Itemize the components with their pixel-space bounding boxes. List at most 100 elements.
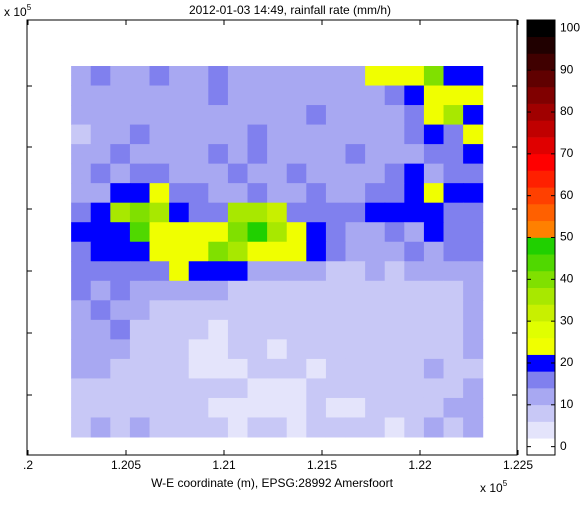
cell [443,417,464,438]
cell [365,222,386,243]
cell [71,378,92,399]
cell [423,397,445,418]
cell [169,280,190,301]
cell [423,358,445,379]
cell [267,144,288,165]
cell [247,105,268,126]
cell [169,144,190,165]
cell [404,397,425,418]
cell [345,66,366,87]
cell [443,300,464,321]
cell [129,280,151,301]
cell [227,202,249,223]
cell [267,202,288,223]
cell [247,124,268,145]
cell [110,417,131,438]
cell [110,66,131,87]
y-multiplier-exponent: 5 [27,3,32,12]
cell [169,261,190,282]
cell [247,241,268,262]
cell [71,85,92,106]
cell [423,163,445,184]
colorbar-tick-label: 10 [560,397,574,411]
cell [90,319,111,340]
cell [463,300,484,321]
cell [247,163,268,184]
cell [384,66,405,87]
cell [384,85,405,106]
colorbar-tick-label: 50 [560,230,574,244]
cell [110,124,131,145]
cell [404,241,425,262]
cell [286,417,307,438]
cell [169,222,190,243]
cell [169,319,190,340]
cell [227,378,249,399]
cell [463,222,484,243]
cell [110,358,131,379]
cell [384,358,405,379]
cell [129,202,151,223]
cell [345,378,366,399]
cell [463,202,484,223]
cell [110,397,131,418]
cell [423,144,445,165]
cell [286,66,307,87]
cell [286,124,307,145]
cell [247,85,268,106]
cell [149,144,170,165]
cell [404,417,425,438]
cell [423,280,445,301]
cell [306,85,327,106]
cell [169,105,190,126]
cell [129,241,151,262]
x-multiplier: x 105 [480,479,508,495]
cell [208,397,229,418]
cell [227,144,249,165]
cell [365,144,386,165]
cell [345,163,366,184]
cell [71,300,92,321]
cell [188,183,209,204]
cell [306,358,327,379]
cell [286,85,307,106]
cell [247,378,268,399]
cell [110,105,131,126]
cell [365,85,386,106]
cell [90,144,111,165]
cell [267,105,288,126]
cell [129,183,151,204]
colorbar-tick-label: 60 [560,188,574,202]
colorbar-tick-label: 90 [560,62,574,76]
cell [404,85,425,106]
colorbar-segment [527,120,555,138]
cell [267,358,288,379]
cell [188,85,209,106]
cell [208,202,229,223]
cell [129,66,151,87]
cell [149,358,170,379]
colorbar-segment [527,204,555,222]
cell [208,261,229,282]
x-tick-label: .2 [23,458,33,472]
cell [325,280,347,301]
cell [443,280,464,301]
cell [443,358,464,379]
cell [365,319,386,340]
cell [110,85,131,106]
cell [384,163,405,184]
cell [169,202,190,223]
cell [110,378,131,399]
cell [208,105,229,126]
cell [345,280,366,301]
colorbar-segment [527,86,555,104]
cell [169,417,190,438]
cell [149,339,170,360]
cell [286,163,307,184]
cell [384,202,405,223]
cell [149,417,170,438]
cell [208,300,229,321]
cell [345,397,366,418]
cell [227,105,249,126]
